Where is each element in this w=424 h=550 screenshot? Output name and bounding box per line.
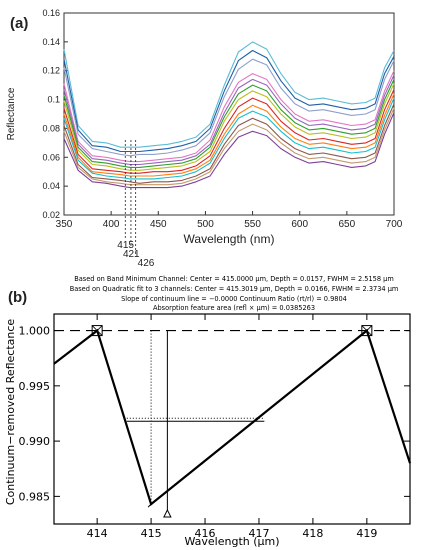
reflectance-series-line — [63, 74, 395, 166]
data-point-marker — [201, 457, 209, 465]
reflectance-series-line — [63, 83, 395, 171]
result-text-line: Based on Band Minimum Channel: Center = … — [74, 275, 394, 283]
continuum-removed-curve — [53, 328, 412, 506]
x-tick-label: 418 — [302, 527, 323, 540]
x-tick-label: 550 — [244, 219, 261, 230]
continuum-endpoint-marker — [91, 325, 103, 337]
panel-a-y-axis-label: Reflectance — [6, 87, 17, 140]
x-tick-label: 416 — [195, 527, 216, 540]
band-marker-label: 426 — [138, 258, 155, 269]
y-tick-label: 0.1 — [47, 95, 60, 105]
reflectance-series-line — [63, 107, 395, 186]
y-tick-label: 1.000 — [19, 325, 51, 338]
reflectance-series-line — [63, 93, 395, 177]
band-marker-label: 415 — [117, 240, 134, 251]
quadratic-center-marker — [163, 508, 172, 518]
x-tick-label: 450 — [150, 219, 167, 230]
data-point-marker — [147, 500, 155, 508]
continuum-endpoint-cross — [91, 325, 103, 336]
x-tick-label: 700 — [386, 219, 403, 230]
x-tick-label: 417 — [248, 527, 269, 540]
reflectance-series-line — [63, 70, 395, 163]
panel-b: (b) Based on Band Minimum Channel: Cente… — [4, 275, 412, 548]
result-text-line: Based on Quadratic fit to 3 channels: Ce… — [70, 285, 399, 293]
x-tick-label: 415 — [141, 527, 162, 540]
panel-b-y-axis-label: Continuum−removed Reflectance — [4, 319, 17, 506]
continuum-endpoint-marker — [361, 325, 373, 337]
result-text-line: Absorption feature area (refl × μm) = 0.… — [153, 304, 315, 312]
panel-a: (a) Reflectance Wavelength (nm) 350 400 45… — [6, 8, 403, 269]
x-tick-label: 414 — [87, 527, 108, 540]
reflectance-series-line — [63, 89, 395, 174]
reflectance-series-line — [63, 103, 395, 184]
x-tick-label: 650 — [339, 219, 356, 230]
reflectance-series-line — [63, 112, 395, 189]
y-tick-label: 0.990 — [19, 435, 51, 448]
y-tick-label: 0.995 — [19, 380, 51, 393]
reflectance-series-line — [63, 49, 395, 153]
y-tick-label: 0.12 — [42, 66, 60, 76]
x-tick-label: 350 — [56, 219, 73, 230]
y-tick-label: 0.04 — [42, 181, 60, 191]
y-tick-label: 0.08 — [42, 123, 60, 133]
panel-a-x-axis-label: Wavelength (nm) — [184, 232, 275, 246]
band-marker-label: 421 — [123, 249, 140, 260]
panel-a-label: (a) — [10, 15, 28, 32]
data-point-marker — [309, 370, 317, 378]
continuum-endpoint-cross — [361, 325, 373, 336]
panel-b-label: (b) — [8, 289, 27, 306]
x-tick-label: 600 — [291, 219, 308, 230]
reflectance-series-line — [63, 79, 395, 168]
reflectance-series-line — [63, 97, 395, 180]
x-tick-label: 419 — [356, 527, 377, 540]
y-tick-label: 0.06 — [42, 152, 60, 162]
panel-b-plot-frame — [53, 313, 411, 525]
y-tick-label: 0.985 — [19, 490, 51, 503]
result-text-line: Slope of continuum line = −0.0000 Contin… — [121, 295, 347, 303]
y-tick-label: 0.14 — [42, 37, 60, 47]
y-tick-label: 0.02 — [42, 210, 60, 220]
x-tick-label: 500 — [197, 219, 214, 230]
reflectance-series-line — [63, 41, 395, 148]
panel-b-x-axis-label: Wavelength (μm) — [184, 535, 279, 548]
reflectance-series-line — [63, 58, 395, 157]
y-tick-label: 0.16 — [42, 8, 60, 18]
x-tick-label: 400 — [103, 219, 120, 230]
